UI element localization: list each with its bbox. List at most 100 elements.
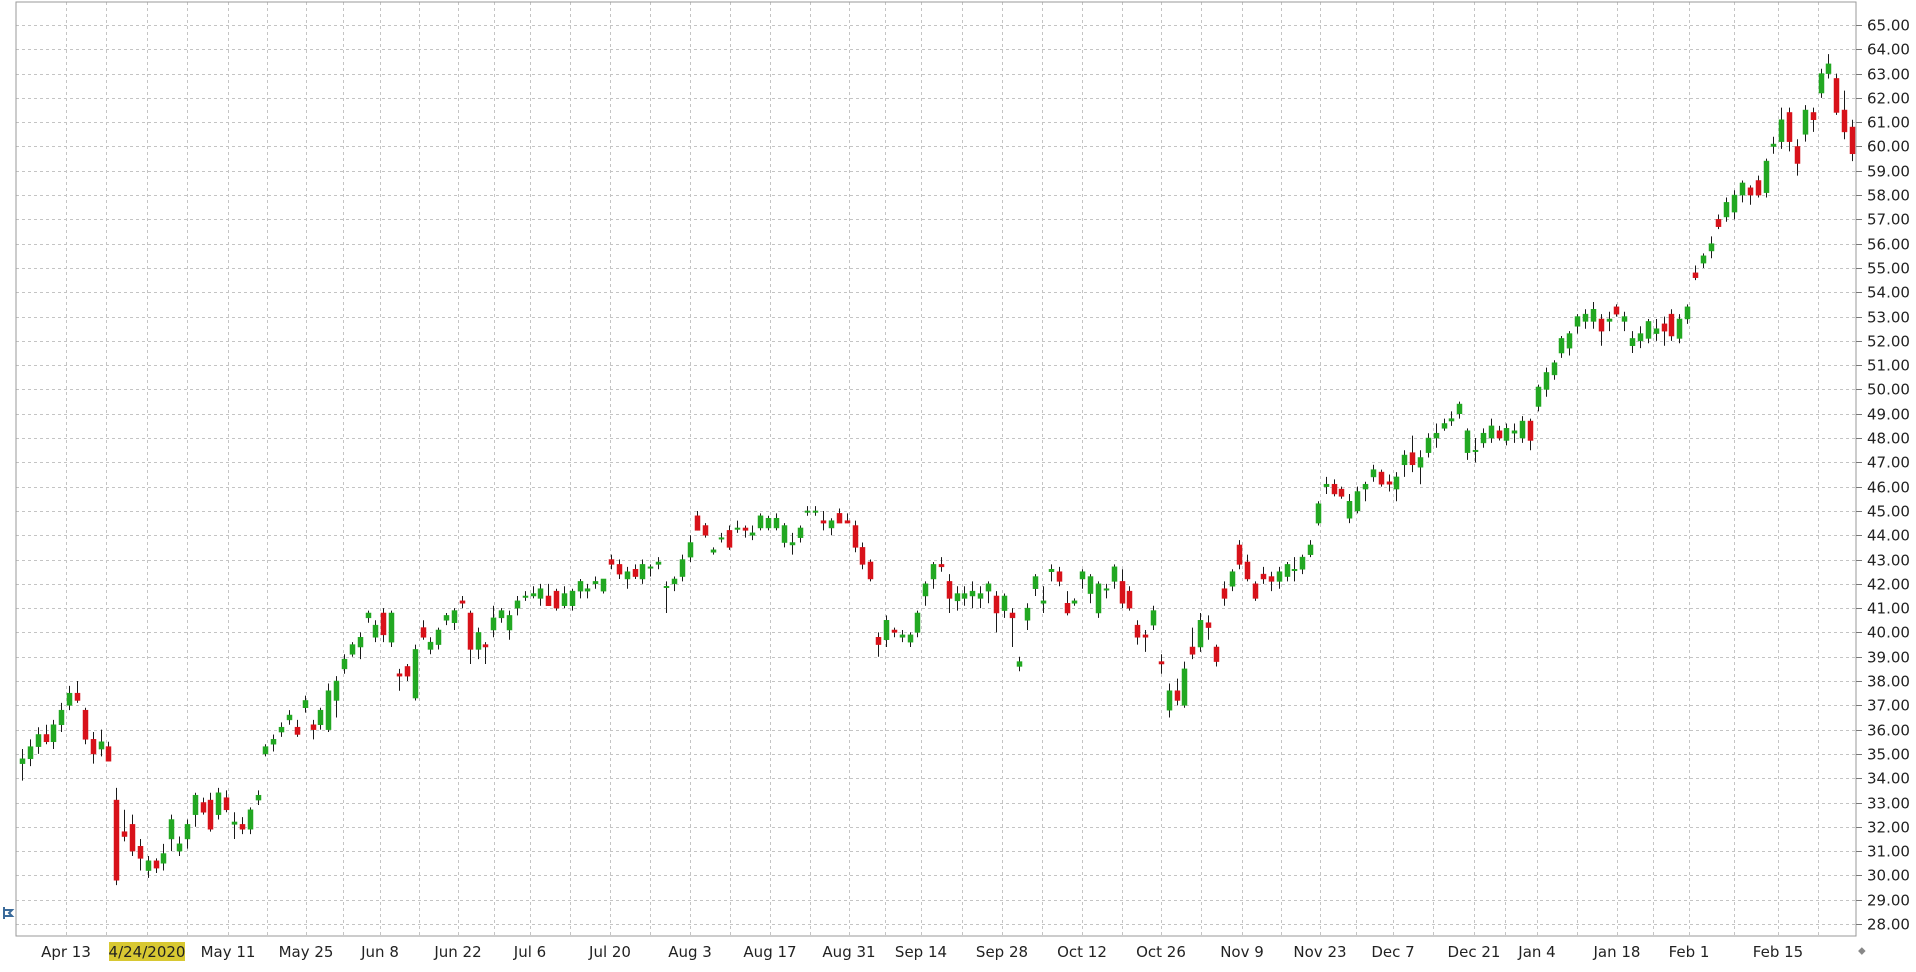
candle (1409, 435, 1416, 473)
candle-body-up (1315, 503, 1322, 524)
candle-body-up (50, 724, 57, 743)
candle (1637, 326, 1644, 349)
candle (98, 729, 105, 757)
candle-body-down (113, 799, 120, 881)
candle-body-down (207, 799, 214, 830)
candle (1150, 605, 1157, 631)
y-tick-label: 53.00 (1867, 309, 1910, 327)
candle-body-up (977, 593, 984, 599)
candle (333, 676, 340, 718)
candle (561, 586, 568, 609)
candle (742, 525, 749, 538)
candle (1700, 253, 1707, 268)
candle (121, 809, 128, 842)
candle (255, 790, 262, 805)
candle (1260, 566, 1267, 584)
candle-body-up (1048, 569, 1055, 572)
plot-frame (15, 1, 1857, 937)
y-tick-label: 44.00 (1867, 527, 1910, 545)
candle-body-up (1637, 333, 1644, 342)
candle-body-down (404, 666, 411, 677)
candle-body-down (938, 564, 945, 568)
candle (1692, 265, 1699, 281)
candle-body-up (883, 620, 890, 640)
candle-body-down (1668, 313, 1675, 337)
candle (223, 790, 230, 813)
candle-body-down (852, 525, 859, 548)
grid-lines (16, 2, 1856, 936)
candle (1456, 401, 1463, 419)
candle-body-up (215, 792, 222, 815)
y-tick-label: 35.00 (1867, 746, 1910, 764)
candle-body-down (1378, 471, 1385, 485)
candle-body-up (624, 571, 631, 580)
candle (616, 559, 623, 579)
candle-body-up (1464, 430, 1471, 453)
x-tick-label: Aug 3 (668, 943, 712, 961)
candle (553, 588, 560, 611)
y-tick-label: 39.00 (1867, 649, 1910, 667)
candle-body-down (380, 612, 387, 636)
candle-body-up (1001, 595, 1008, 611)
candle-body-up (302, 700, 309, 709)
candle (922, 581, 929, 606)
candle (1613, 304, 1620, 317)
cursor-tool-icon[interactable] (2, 906, 16, 924)
candle (1574, 314, 1581, 334)
x-tick-label: Aug 31 (822, 943, 875, 961)
candle (1393, 472, 1400, 502)
candle (1464, 428, 1471, 460)
y-tick-label: 43.00 (1867, 552, 1910, 570)
candle (90, 732, 97, 764)
y-tick-label: 47.00 (1867, 454, 1910, 472)
candle (1174, 678, 1181, 706)
candle (1441, 418, 1448, 431)
candle (859, 542, 866, 570)
candle-body-up (247, 809, 254, 830)
candle (1488, 418, 1495, 443)
candle (475, 627, 482, 660)
candle (506, 610, 513, 640)
candle-body-down (1810, 112, 1817, 121)
candle-body-up (1543, 372, 1550, 390)
candle (1770, 136, 1777, 154)
x-tick-label: Dec 7 (1371, 943, 1414, 961)
candle (1527, 418, 1534, 451)
candle-body-up (192, 794, 199, 815)
candle-body-up (1087, 576, 1094, 594)
candle-body-up (1354, 491, 1361, 512)
candle-body-up (506, 615, 513, 631)
candle (129, 814, 136, 856)
candle-body-down (1496, 430, 1503, 439)
x-tick-label: Jun 22 (433, 943, 481, 961)
candle-body-up (828, 520, 835, 529)
candle (1378, 469, 1385, 487)
candle (1833, 73, 1840, 115)
candle (1056, 566, 1063, 587)
candle-body-up (718, 537, 725, 540)
candle-body-up (537, 588, 544, 599)
candle-body-down (836, 513, 843, 524)
candle (1503, 423, 1510, 446)
candle-body-up (451, 610, 458, 623)
candle-body-up (1229, 571, 1236, 587)
candle-body-up (1291, 569, 1298, 572)
candle-body-up (176, 843, 183, 852)
candle-body-up (1731, 194, 1738, 213)
candle-body-up (1166, 690, 1173, 711)
candle (1715, 214, 1722, 230)
candle (137, 838, 144, 871)
candle-body-up (184, 824, 191, 840)
candle (82, 707, 89, 745)
candle-body-down (459, 600, 466, 604)
candle-body-up (98, 741, 105, 750)
candle-body-up (1079, 571, 1086, 580)
candle-body-down (1386, 481, 1393, 485)
candle-body-up (1370, 469, 1377, 478)
scroll-end-icon[interactable]: ⬥ (1858, 944, 1866, 957)
candle-body-up (412, 649, 419, 699)
candle-body-down (467, 612, 474, 650)
candle (1181, 661, 1188, 708)
